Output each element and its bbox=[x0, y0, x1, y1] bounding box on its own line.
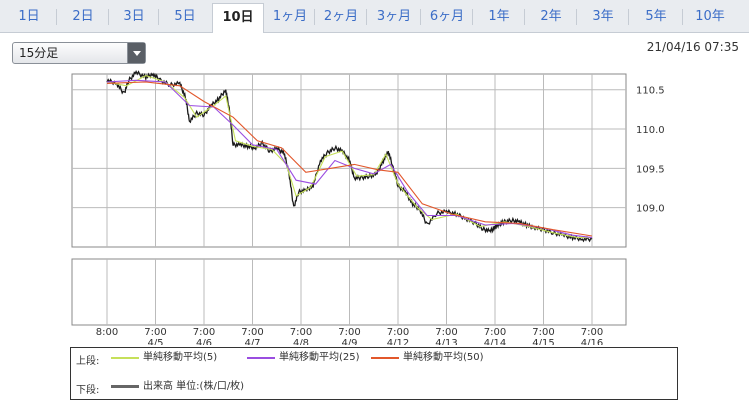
tab-separator bbox=[472, 9, 473, 25]
x-tick-time: 7:00 bbox=[532, 327, 554, 338]
x-tick-time: 7:00 bbox=[484, 327, 506, 338]
x-tick-time: 7:00 bbox=[241, 327, 263, 338]
chevron-down-icon[interactable] bbox=[127, 43, 145, 63]
tab-8[interactable]: 6ヶ月 bbox=[429, 9, 465, 24]
x-tick-time: 7:00 bbox=[387, 327, 409, 338]
legend-sma5-label: 単純移動平均(5) bbox=[143, 352, 218, 363]
tab-7[interactable]: 3ヶ月 bbox=[376, 9, 412, 24]
tab-separator bbox=[366, 9, 367, 25]
price-chart: 8:00 7:004/57:004/67:004/77:004/87:004/97… bbox=[71, 69, 665, 345]
legend: 上段: 単純移動平均(5) 単純移動平均(25) 単純移動平均(50) 下段: … bbox=[70, 347, 678, 400]
tab-3[interactable]: 5日 bbox=[174, 9, 196, 24]
tab-separator bbox=[314, 9, 315, 25]
x-tick-date: 4/12 bbox=[387, 338, 409, 345]
x-tick-date: 4/14 bbox=[484, 338, 506, 345]
sma50-line bbox=[106, 81, 593, 237]
x-tick-date: 4/15 bbox=[532, 338, 554, 345]
legend-sma5-swatch bbox=[111, 357, 139, 359]
x-tick-date: 4/13 bbox=[435, 338, 457, 345]
x-tick-time: 7:00 bbox=[290, 327, 312, 338]
legend-sma50-swatch bbox=[371, 357, 399, 359]
legend-sma50-label: 単純移動平均(50) bbox=[403, 352, 484, 363]
tab-2[interactable]: 3日 bbox=[123, 9, 145, 24]
timestamp: 21/04/16 07:35 bbox=[646, 40, 739, 54]
y-tick-label: 110.5 bbox=[636, 86, 665, 97]
tab-separator bbox=[628, 9, 629, 25]
legend-sma25-label: 単純移動平均(25) bbox=[279, 352, 360, 363]
tab-separator bbox=[420, 9, 421, 25]
tab-9[interactable]: 1年 bbox=[488, 9, 510, 24]
x-tick-time: 7:00 bbox=[581, 327, 603, 338]
y-tick-label: 110.0 bbox=[636, 125, 665, 136]
x-tick-date: 4/8 bbox=[293, 338, 309, 345]
tab-12[interactable]: 5年 bbox=[645, 9, 667, 24]
tab-1[interactable]: 2日 bbox=[72, 9, 94, 24]
x-tick-time: 8:00 bbox=[96, 327, 118, 338]
tab-11[interactable]: 3年 bbox=[592, 9, 614, 24]
legend-lower-label: 下段: bbox=[76, 385, 100, 396]
legend-upper-label: 上段: bbox=[76, 356, 100, 367]
tab-4[interactable]: 10日 bbox=[212, 3, 264, 34]
legend-volume-label: 出来高 単位:(株/口/枚) bbox=[143, 381, 245, 392]
y-tick-label: 109.5 bbox=[636, 164, 665, 175]
tab-separator bbox=[576, 9, 577, 25]
tab-10[interactable]: 2年 bbox=[540, 9, 562, 24]
tab-0[interactable]: 1日 bbox=[18, 9, 40, 24]
legend-sma5: 単純移動平均(5) bbox=[111, 352, 261, 364]
sma25-line bbox=[106, 79, 593, 239]
x-tick-time: 7:00 bbox=[435, 327, 457, 338]
tab-separator bbox=[524, 9, 525, 25]
legend-sma50: 単純移動平均(50) bbox=[371, 352, 521, 364]
legend-sma25: 単純移動平均(25) bbox=[247, 352, 397, 364]
x-tick-date: 4/16 bbox=[581, 338, 603, 345]
tab-13[interactable]: 10年 bbox=[695, 9, 725, 24]
period-tab-bar: 1日 2日 3日 5日 10日 1ヶ月 2ヶ月 3ヶ月 6ヶ月 1年 2年 3年 5年 10年 bbox=[0, 0, 749, 34]
x-tick-date: 4/9 bbox=[341, 338, 357, 345]
tab-5[interactable]: 1ヶ月 bbox=[272, 9, 308, 24]
tab-6[interactable]: 2ヶ月 bbox=[323, 9, 359, 24]
x-tick-date: 4/5 bbox=[147, 338, 163, 345]
tab-separator bbox=[158, 9, 159, 25]
y-tick-label: 109.0 bbox=[636, 204, 665, 215]
legend-volume-swatch bbox=[111, 385, 139, 388]
x-tick-time: 7:00 bbox=[338, 327, 360, 338]
interval-select-value: 15分足 bbox=[19, 46, 59, 60]
tab-separator bbox=[682, 9, 683, 25]
interval-select[interactable]: 15分足 bbox=[12, 42, 146, 64]
legend-sma25-swatch bbox=[247, 357, 275, 359]
x-tick-date: 4/7 bbox=[244, 338, 260, 345]
tab-separator bbox=[108, 9, 109, 25]
tab-separator bbox=[56, 9, 57, 25]
legend-volume: 出来高 単位:(株/口/枚) bbox=[111, 381, 311, 393]
x-tick-date: 4/6 bbox=[196, 338, 212, 345]
x-tick-time: 7:00 bbox=[193, 327, 215, 338]
x-tick-time: 7:00 bbox=[144, 327, 166, 338]
